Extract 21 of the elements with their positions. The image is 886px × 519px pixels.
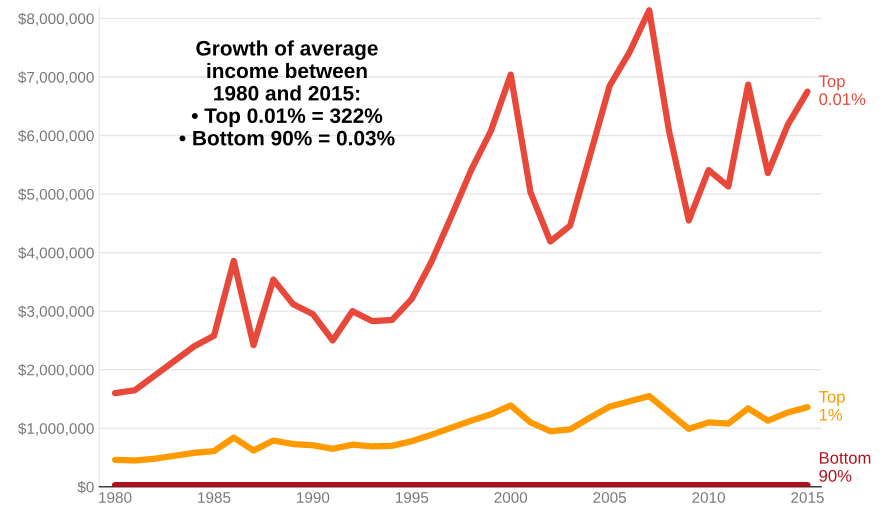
y-tick-label: $3,000,000 [18,305,94,319]
y-tick-label: $4,000,000 [18,246,94,260]
x-tick-label: 2010 [692,492,725,503]
x-tick-label: 1985 [198,492,230,503]
series-label: Top 1% [818,391,845,421]
x-tick-label: 2000 [494,492,528,503]
y-tick-label: $7,000,000 [18,71,94,84]
x-tick-label: 1980 [99,492,132,503]
y-tick-label: $1,000,000 [18,422,94,436]
y-tick-label: $0 [78,481,94,494]
y-tick-label: $2,000,000 [18,364,94,378]
y-tick-label: $6,000,000 [18,130,94,144]
y-tick-label: $8,000,000 [18,12,94,26]
series-label: Bottom 90% [819,452,870,482]
x-tick-label: 2015 [791,492,824,503]
x-tick-label: 1995 [396,492,428,503]
x-tick-label: 1990 [297,492,330,503]
annotation: Growth of average income between 1980 and 2015: • Top 0.01% = 322% • Bottom 90% = 0.03% [180,40,395,146]
series-label: Top 0.01% [818,76,866,106]
y-tick-label: $5,000,000 [18,188,94,202]
x-tick-label: 2005 [593,492,626,503]
